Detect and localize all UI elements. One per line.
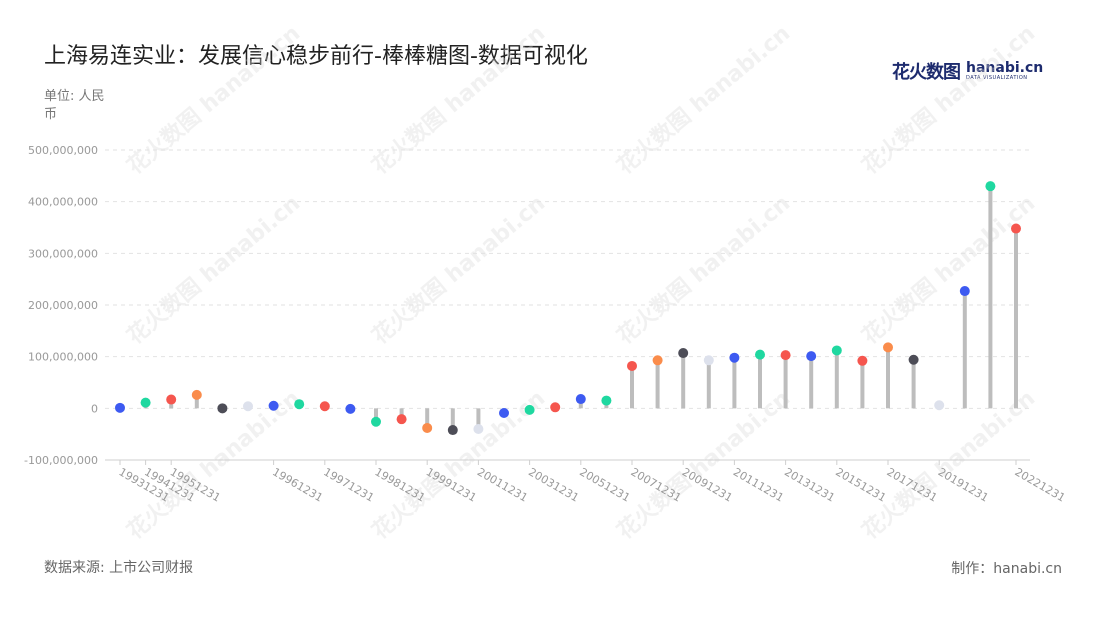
y-tick-label: -100,000,000: [24, 454, 98, 467]
y-tick-label: 200,000,000: [28, 299, 98, 312]
watermark-text: 花火数图 hanabi.cn: [857, 190, 1040, 349]
grid-lines: [105, 149, 1030, 461]
lollipop-dot: [243, 401, 253, 412]
lollipop-dot: [627, 360, 637, 371]
lollipop-dot: [857, 355, 868, 366]
maker-credit: 制作：hanabi.cn: [951, 561, 1062, 577]
lollipop-dot: [140, 397, 151, 408]
lollipop-dot: [345, 403, 356, 414]
watermark-text: 花火数图 hanabi.cn: [612, 20, 795, 179]
y-tick-label: 400,000,000: [28, 196, 98, 209]
watermark-text: 花火数图 hanabi.cn: [857, 385, 1040, 544]
watermark-text: 花火数图 hanabi.cn: [612, 190, 795, 349]
y-tick-label: 500,000,000: [28, 144, 98, 157]
brand-logo: 花火数图 hanabi.cn DATA VISUALIZATION: [892, 58, 1043, 84]
lollipop-dot: [499, 407, 509, 418]
lollipop-dot: [268, 400, 279, 411]
lollipop-dot: [575, 394, 586, 405]
lollipop-dot: [755, 349, 765, 360]
logo-mark: 花火数图: [892, 62, 961, 83]
y-tick-label: 100,000,000: [28, 351, 98, 364]
lollipop-dot: [371, 416, 381, 427]
lollipop-dot: [422, 422, 433, 433]
lollipop-dot: [831, 345, 842, 356]
lollipop-dot: [806, 351, 817, 362]
lollipop-dot: [729, 352, 740, 363]
lollipop-dot: [447, 425, 458, 436]
x-tick-label: 20221231: [1013, 465, 1068, 504]
lollipop-dot: [985, 181, 996, 192]
x-tick-label: 20151231: [833, 465, 888, 504]
lollipop-dot: [217, 403, 228, 414]
lollipop-dot: [396, 414, 407, 425]
y-axis-ticks: -100,000,000 0 100,000,000 200,000,000 300,0…: [24, 144, 98, 467]
lollipop-dot: [473, 424, 484, 434]
watermark-text: 花火数图 hanabi.cn: [612, 385, 795, 544]
watermark-layer: 花火数图 hanabi.cn 花火数图 hanabi.cn 花火数图 hanabi.…: [122, 20, 1040, 544]
x-tick-label: 20111231: [731, 465, 786, 504]
lollipop-dot: [550, 402, 561, 413]
lollipop-dot: [959, 286, 970, 297]
watermark-text: 花火数图 hanabi.cn: [122, 20, 305, 179]
x-tick-label: 19971231: [321, 465, 376, 504]
unit-label: 单位: 人民币: [44, 89, 105, 122]
data-source: 数据来源: 上市公司财报: [44, 560, 194, 576]
y-tick-label: 0: [91, 402, 98, 415]
chart-title: 上海易连实业：发展信心稳步前行-棒棒糖图-数据可视化: [44, 44, 588, 69]
logo-name: hanabi.cn: [966, 60, 1044, 76]
lollipop-dot: [191, 389, 202, 400]
watermark-text: 花火数图 hanabi.cn: [857, 20, 1040, 179]
lollipop-dot: [601, 395, 612, 406]
watermark-text: 花火数图 hanabi.cn: [367, 20, 550, 179]
lollipop-dots: [115, 181, 1021, 436]
x-tick-label: 19961231: [270, 465, 325, 504]
lollipop-stems: [118, 186, 1018, 431]
logo-text: hanabi.cn DATA VISUALIZATION: [966, 61, 1043, 81]
watermark-text: 花火数图 hanabi.cn: [122, 190, 305, 349]
x-tick-label: 20011231: [475, 465, 530, 504]
watermark-text: 花火数图 hanabi.cn: [367, 190, 550, 349]
lollipop-dot: [1011, 223, 1021, 234]
x-tick-label: 20131231: [782, 465, 837, 504]
lollipop-dot: [678, 348, 689, 359]
lollipop-dot: [115, 402, 125, 413]
lollipop-dot: [166, 394, 177, 405]
lollipop-dot: [524, 404, 535, 415]
watermark-text: 花火数图 hanabi.cn: [367, 385, 550, 544]
lollipop-dot: [934, 400, 945, 411]
lollipop-dot: [908, 354, 919, 365]
lollipop-dot: [294, 399, 305, 410]
lollipop-dot: [703, 355, 714, 366]
lollipop-dot: [780, 350, 791, 361]
lollipop-dot: [883, 342, 893, 353]
lollipop-dot: [652, 355, 663, 366]
x-tick-label: 20051231: [577, 465, 632, 504]
lollipop-dot: [319, 401, 330, 412]
y-tick-label: 300,000,000: [28, 247, 98, 260]
x-tick-label: 20031231: [526, 465, 581, 504]
logo-tagline: DATA VISUALIZATION: [966, 75, 1028, 81]
